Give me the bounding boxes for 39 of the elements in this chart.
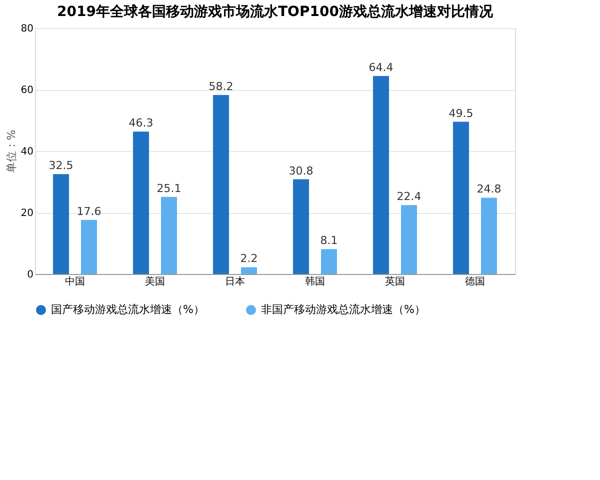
- bar: [213, 95, 229, 274]
- data-label: 22.4: [396, 190, 422, 204]
- y-axis-title: 单位：%: [4, 130, 18, 174]
- x-tick-label: 英国: [385, 276, 405, 288]
- bar: [401, 205, 417, 274]
- bar: [53, 174, 69, 274]
- data-label: 64.4: [368, 60, 394, 74]
- y-tick-label: 80: [20, 24, 34, 34]
- y-tick-label: 40: [20, 146, 34, 158]
- bar: [293, 179, 309, 274]
- data-label: 49.5: [448, 106, 474, 120]
- data-label: 25.1: [156, 182, 182, 195]
- x-tick-label: 美国: [145, 276, 165, 288]
- data-label: 17.6: [76, 204, 102, 218]
- y-tick-label: 0: [27, 270, 34, 280]
- data-label: 30.8: [288, 164, 314, 178]
- data-label: 58.2: [208, 80, 234, 94]
- data-label: 8.1: [320, 234, 338, 248]
- bar: [133, 132, 149, 274]
- y-tick-label: 60: [20, 85, 34, 96]
- legend-label: 非国产移动游戏总流水增速（%）: [261, 303, 426, 316]
- x-tick-label: 中国: [65, 276, 85, 288]
- x-tick-label: 日本: [225, 276, 245, 288]
- bar: [321, 249, 337, 274]
- data-label: 24.8: [476, 182, 502, 196]
- data-label: 32.5: [48, 159, 74, 172]
- bar: [373, 76, 389, 274]
- bar: [161, 196, 177, 274]
- chart-title: 2019年全球各国移动游戏市场流水TOP100游戏总流水增速对比情况: [57, 3, 494, 20]
- bar: [241, 267, 257, 274]
- bar: [81, 220, 97, 274]
- x-tick-label: 韩国: [305, 276, 325, 288]
- bar: [453, 122, 469, 274]
- y-tick-label: 20: [20, 208, 34, 219]
- x-tick-label: 德国: [465, 276, 485, 288]
- bar: [481, 198, 497, 274]
- data-label: 46.3: [128, 116, 154, 130]
- data-label: 2.2: [240, 252, 258, 266]
- legend-label: 国产移动游戏总流水增速（%）: [51, 303, 204, 316]
